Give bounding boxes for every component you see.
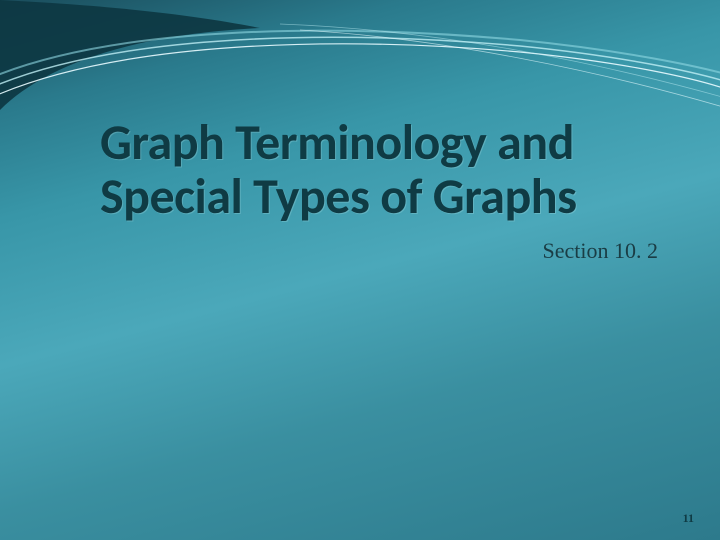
slide-subtitle: Section 10. 2: [543, 238, 659, 264]
slide-title: Graph Terminology and Special Types of G…: [100, 116, 660, 224]
slide: Graph Terminology and Special Types of G…: [0, 0, 720, 540]
swoosh-decoration: [0, 0, 720, 540]
page-number: 11: [683, 511, 694, 526]
